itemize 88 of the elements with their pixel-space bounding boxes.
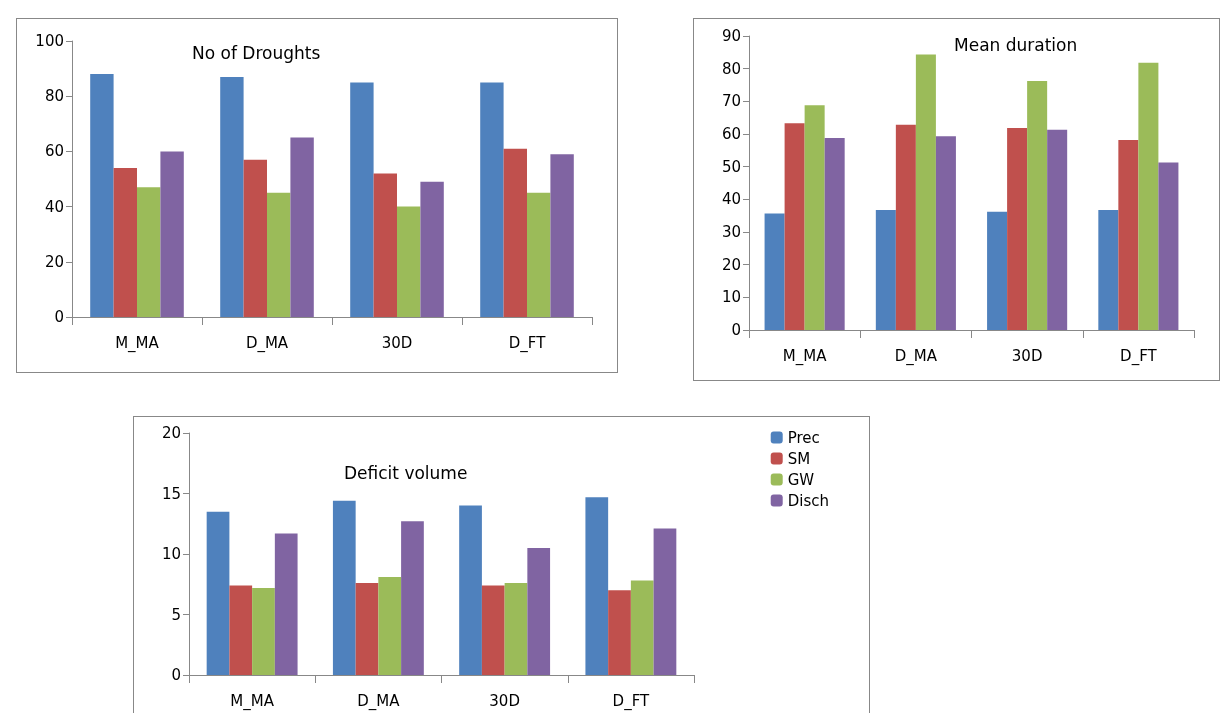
x-tick-label: D_FT xyxy=(508,333,547,353)
y-tick-label: 40 xyxy=(721,190,741,209)
bar xyxy=(653,528,677,675)
bar xyxy=(459,505,482,675)
bar xyxy=(350,82,374,317)
bar xyxy=(1098,210,1119,330)
x-tick-label: M_MA xyxy=(115,333,160,353)
bar xyxy=(90,74,114,317)
bar xyxy=(420,181,444,317)
bar xyxy=(784,123,805,330)
y-tick-label: 100 xyxy=(35,32,64,50)
bar xyxy=(481,585,505,675)
bar xyxy=(503,148,527,317)
bar xyxy=(915,54,936,330)
bar xyxy=(373,173,397,317)
bar xyxy=(550,154,574,317)
bar xyxy=(1118,139,1139,330)
bar xyxy=(137,187,161,317)
x-tick-label: D_FT xyxy=(1120,346,1158,366)
bar xyxy=(243,159,267,317)
x-tick-label: 30D xyxy=(381,333,413,352)
bar xyxy=(527,547,551,675)
x-tick-label: D_MA xyxy=(245,333,289,353)
bar xyxy=(875,210,896,330)
y-tick-label: 10 xyxy=(721,288,741,307)
y-tick-label: 0 xyxy=(54,308,64,326)
y-tick-label: 10 xyxy=(161,545,181,563)
text: Deficit volume xyxy=(344,462,468,483)
bar xyxy=(804,105,825,330)
x-tick-label: M_MA xyxy=(782,346,828,366)
y-tick-label: 80 xyxy=(721,59,741,78)
y-tick-label: 80 xyxy=(44,87,64,106)
y-tick-label: 0 xyxy=(731,321,741,339)
legend-label: SM xyxy=(787,449,811,468)
bar xyxy=(267,192,291,317)
y-tick-label: 90 xyxy=(721,27,741,45)
bar xyxy=(895,124,916,330)
y-tick-label: 50 xyxy=(721,157,741,176)
y-tick-label: 0 xyxy=(171,666,181,684)
bar xyxy=(220,76,244,317)
bar xyxy=(630,580,654,675)
bar xyxy=(480,82,504,317)
bar xyxy=(1138,62,1159,330)
legend-label: Prec xyxy=(787,428,820,447)
bar xyxy=(290,137,314,317)
bar xyxy=(527,192,551,317)
y-tick-label: 30 xyxy=(721,223,741,241)
bar xyxy=(504,583,528,675)
bar xyxy=(274,533,298,675)
bar xyxy=(1007,128,1028,330)
bar xyxy=(608,590,631,675)
bar xyxy=(1027,81,1048,330)
y-tick-label: 15 xyxy=(161,484,181,503)
y-tick-label: 20 xyxy=(161,424,181,442)
y-tick-label: 5 xyxy=(171,605,181,624)
y-tick-label: 60 xyxy=(44,142,64,161)
y-tick-label: 40 xyxy=(44,197,64,216)
chart-title: No of Droughts xyxy=(192,42,321,63)
x-tick-label: D_MA xyxy=(357,691,401,711)
bar xyxy=(332,500,356,675)
y-tick-label: 60 xyxy=(721,125,741,143)
y-tick-label: 20 xyxy=(44,252,64,271)
x-tick-label: 30D xyxy=(489,691,520,710)
bar xyxy=(252,587,275,675)
bar xyxy=(206,511,230,675)
bar xyxy=(585,497,609,675)
bar xyxy=(764,213,785,330)
bar xyxy=(824,137,845,330)
bar xyxy=(401,521,424,675)
bar xyxy=(113,167,137,317)
bar xyxy=(355,583,379,675)
legend-label: GW xyxy=(787,470,815,489)
legend-label: Disch xyxy=(787,491,830,510)
y-tick-label: 70 xyxy=(721,92,741,111)
bar xyxy=(1158,162,1179,330)
x-tick-label: M_MA xyxy=(230,691,275,711)
bar xyxy=(378,576,402,675)
x-tick-label: 30D xyxy=(1011,346,1043,365)
x-tick-label: D_MA xyxy=(894,346,938,366)
bar xyxy=(935,136,956,330)
bar xyxy=(1047,129,1068,330)
y-tick-label: 20 xyxy=(721,255,741,274)
bar xyxy=(987,211,1008,330)
x-tick-label: D_FT xyxy=(612,691,650,711)
bar xyxy=(160,151,184,317)
chart-title: Mean duration xyxy=(954,34,1078,55)
bar xyxy=(229,585,253,675)
bar xyxy=(397,206,421,317)
